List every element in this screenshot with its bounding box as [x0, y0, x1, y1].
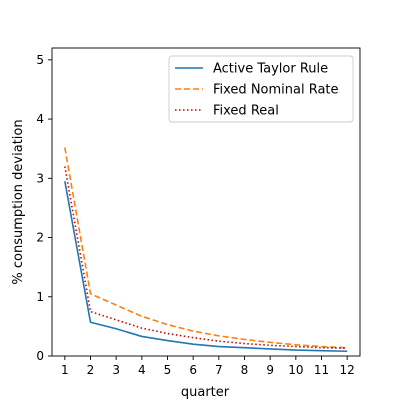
legend-label-1: Active Taylor Rule [213, 62, 328, 77]
x-tick-label: 9 [266, 363, 274, 377]
x-tick-label: 5 [164, 363, 172, 377]
x-tick-label: 6 [189, 363, 197, 377]
series-layer [64, 147, 348, 353]
y-tick-label: 5 [36, 53, 44, 67]
x-axis-label: quarter [181, 385, 230, 400]
series-line-2 [64, 147, 348, 349]
y-axis-label: % consumption deviation [11, 119, 26, 284]
legend-label-2: Fixed Nominal Rate [213, 83, 339, 98]
y-tick-label: 3 [36, 171, 44, 185]
x-tick-label: 7 [215, 363, 223, 377]
x-tick-label: 12 [340, 363, 355, 377]
legend: Active Taylor Rule Fixed Nominal Rate Fixe… [168, 55, 354, 123]
y-tick-label: 1 [36, 290, 44, 304]
series-line-3 [64, 166, 348, 350]
legend-label-3: Fixed Real [213, 104, 279, 119]
x-tick-label: 11 [314, 363, 329, 377]
y-tick-label: 2 [36, 231, 44, 245]
x-tick-label: 10 [288, 363, 303, 377]
x-tick-label: 1 [61, 363, 69, 377]
y-tick-label: 0 [36, 349, 44, 363]
series-line-1 [64, 181, 348, 353]
x-tick-label: 4 [138, 363, 146, 377]
x-tick-label: 2 [87, 363, 95, 377]
x-tick-label: 3 [112, 363, 120, 377]
plot-frame [51, 47, 361, 357]
y-tick-label: 4 [36, 112, 44, 126]
legend-box [168, 55, 354, 123]
x-tick-label: 8 [241, 363, 249, 377]
